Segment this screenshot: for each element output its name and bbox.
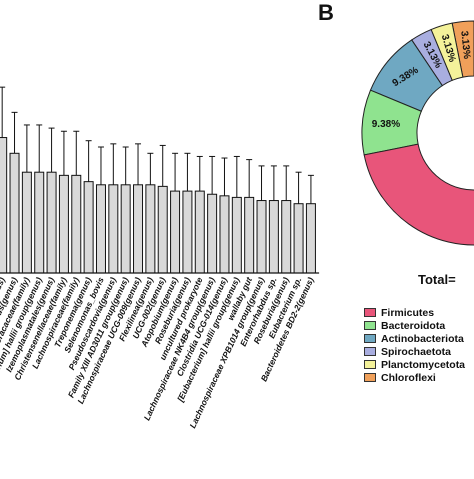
legend-swatch (364, 360, 376, 369)
legend-label: Bacteroidota (381, 319, 446, 332)
legend-item: Firmicutes (364, 306, 465, 319)
donut-chart: 3.13%3.13%3.13%9.38%9.38% (361, 20, 474, 246)
total-label: Total= (418, 272, 456, 287)
legend-item: Spirochaetota (364, 345, 465, 358)
bar (9, 152, 20, 274)
legend-label: Firmicutes (381, 306, 435, 319)
legend-swatch (364, 308, 376, 317)
bar (207, 193, 218, 274)
legend-label: Planctomycetota (381, 358, 466, 371)
donut-slice (369, 39, 443, 112)
bar (157, 185, 168, 274)
legend-label: Chloroflexi (381, 371, 436, 384)
donut-legend: Firmicutes Bacteroidota Actinobacteriota… (364, 306, 465, 384)
donut-slice (411, 28, 453, 87)
bar (58, 174, 69, 274)
bar (120, 184, 131, 274)
bar (71, 174, 82, 274)
legend-label: Actinobacteriota (381, 332, 464, 345)
bar (95, 184, 106, 274)
legend-item: Actinobacteriota (364, 332, 465, 345)
legend-item: Planctomycetota (364, 358, 465, 371)
legend-item: Chloroflexi (364, 371, 465, 384)
bar (170, 190, 181, 274)
bar-chart: Defluviitaleaceae UCG-011(genus)Monoglob… (0, 86, 320, 430)
bar (231, 196, 242, 274)
bar (133, 184, 144, 274)
bar (293, 203, 304, 274)
legend-label: Spirochaetota (381, 345, 452, 358)
bar (268, 200, 279, 274)
bar (108, 184, 119, 274)
bar (0, 137, 8, 274)
bar (21, 171, 32, 274)
legend-item: Bacteroidota (364, 319, 465, 332)
donut-slice (361, 89, 422, 156)
donut-slice (363, 20, 474, 246)
bar (194, 190, 205, 274)
donut-slice (430, 22, 464, 82)
bar (244, 196, 255, 274)
bar (281, 200, 292, 274)
slice-label: 3.13% (458, 30, 472, 59)
bar (34, 171, 45, 274)
bar (83, 181, 94, 274)
legend-swatch (364, 373, 376, 382)
bar (182, 190, 193, 274)
bar (145, 184, 156, 274)
bar (305, 203, 316, 274)
legend-swatch (364, 321, 376, 330)
bar (256, 200, 267, 274)
panel-label: B (318, 0, 334, 25)
legend-swatch (364, 334, 376, 343)
bar (219, 195, 230, 274)
slice-label: 9.38% (372, 119, 400, 130)
legend-swatch (364, 347, 376, 356)
donut-slice (451, 20, 474, 78)
bar (46, 171, 57, 274)
